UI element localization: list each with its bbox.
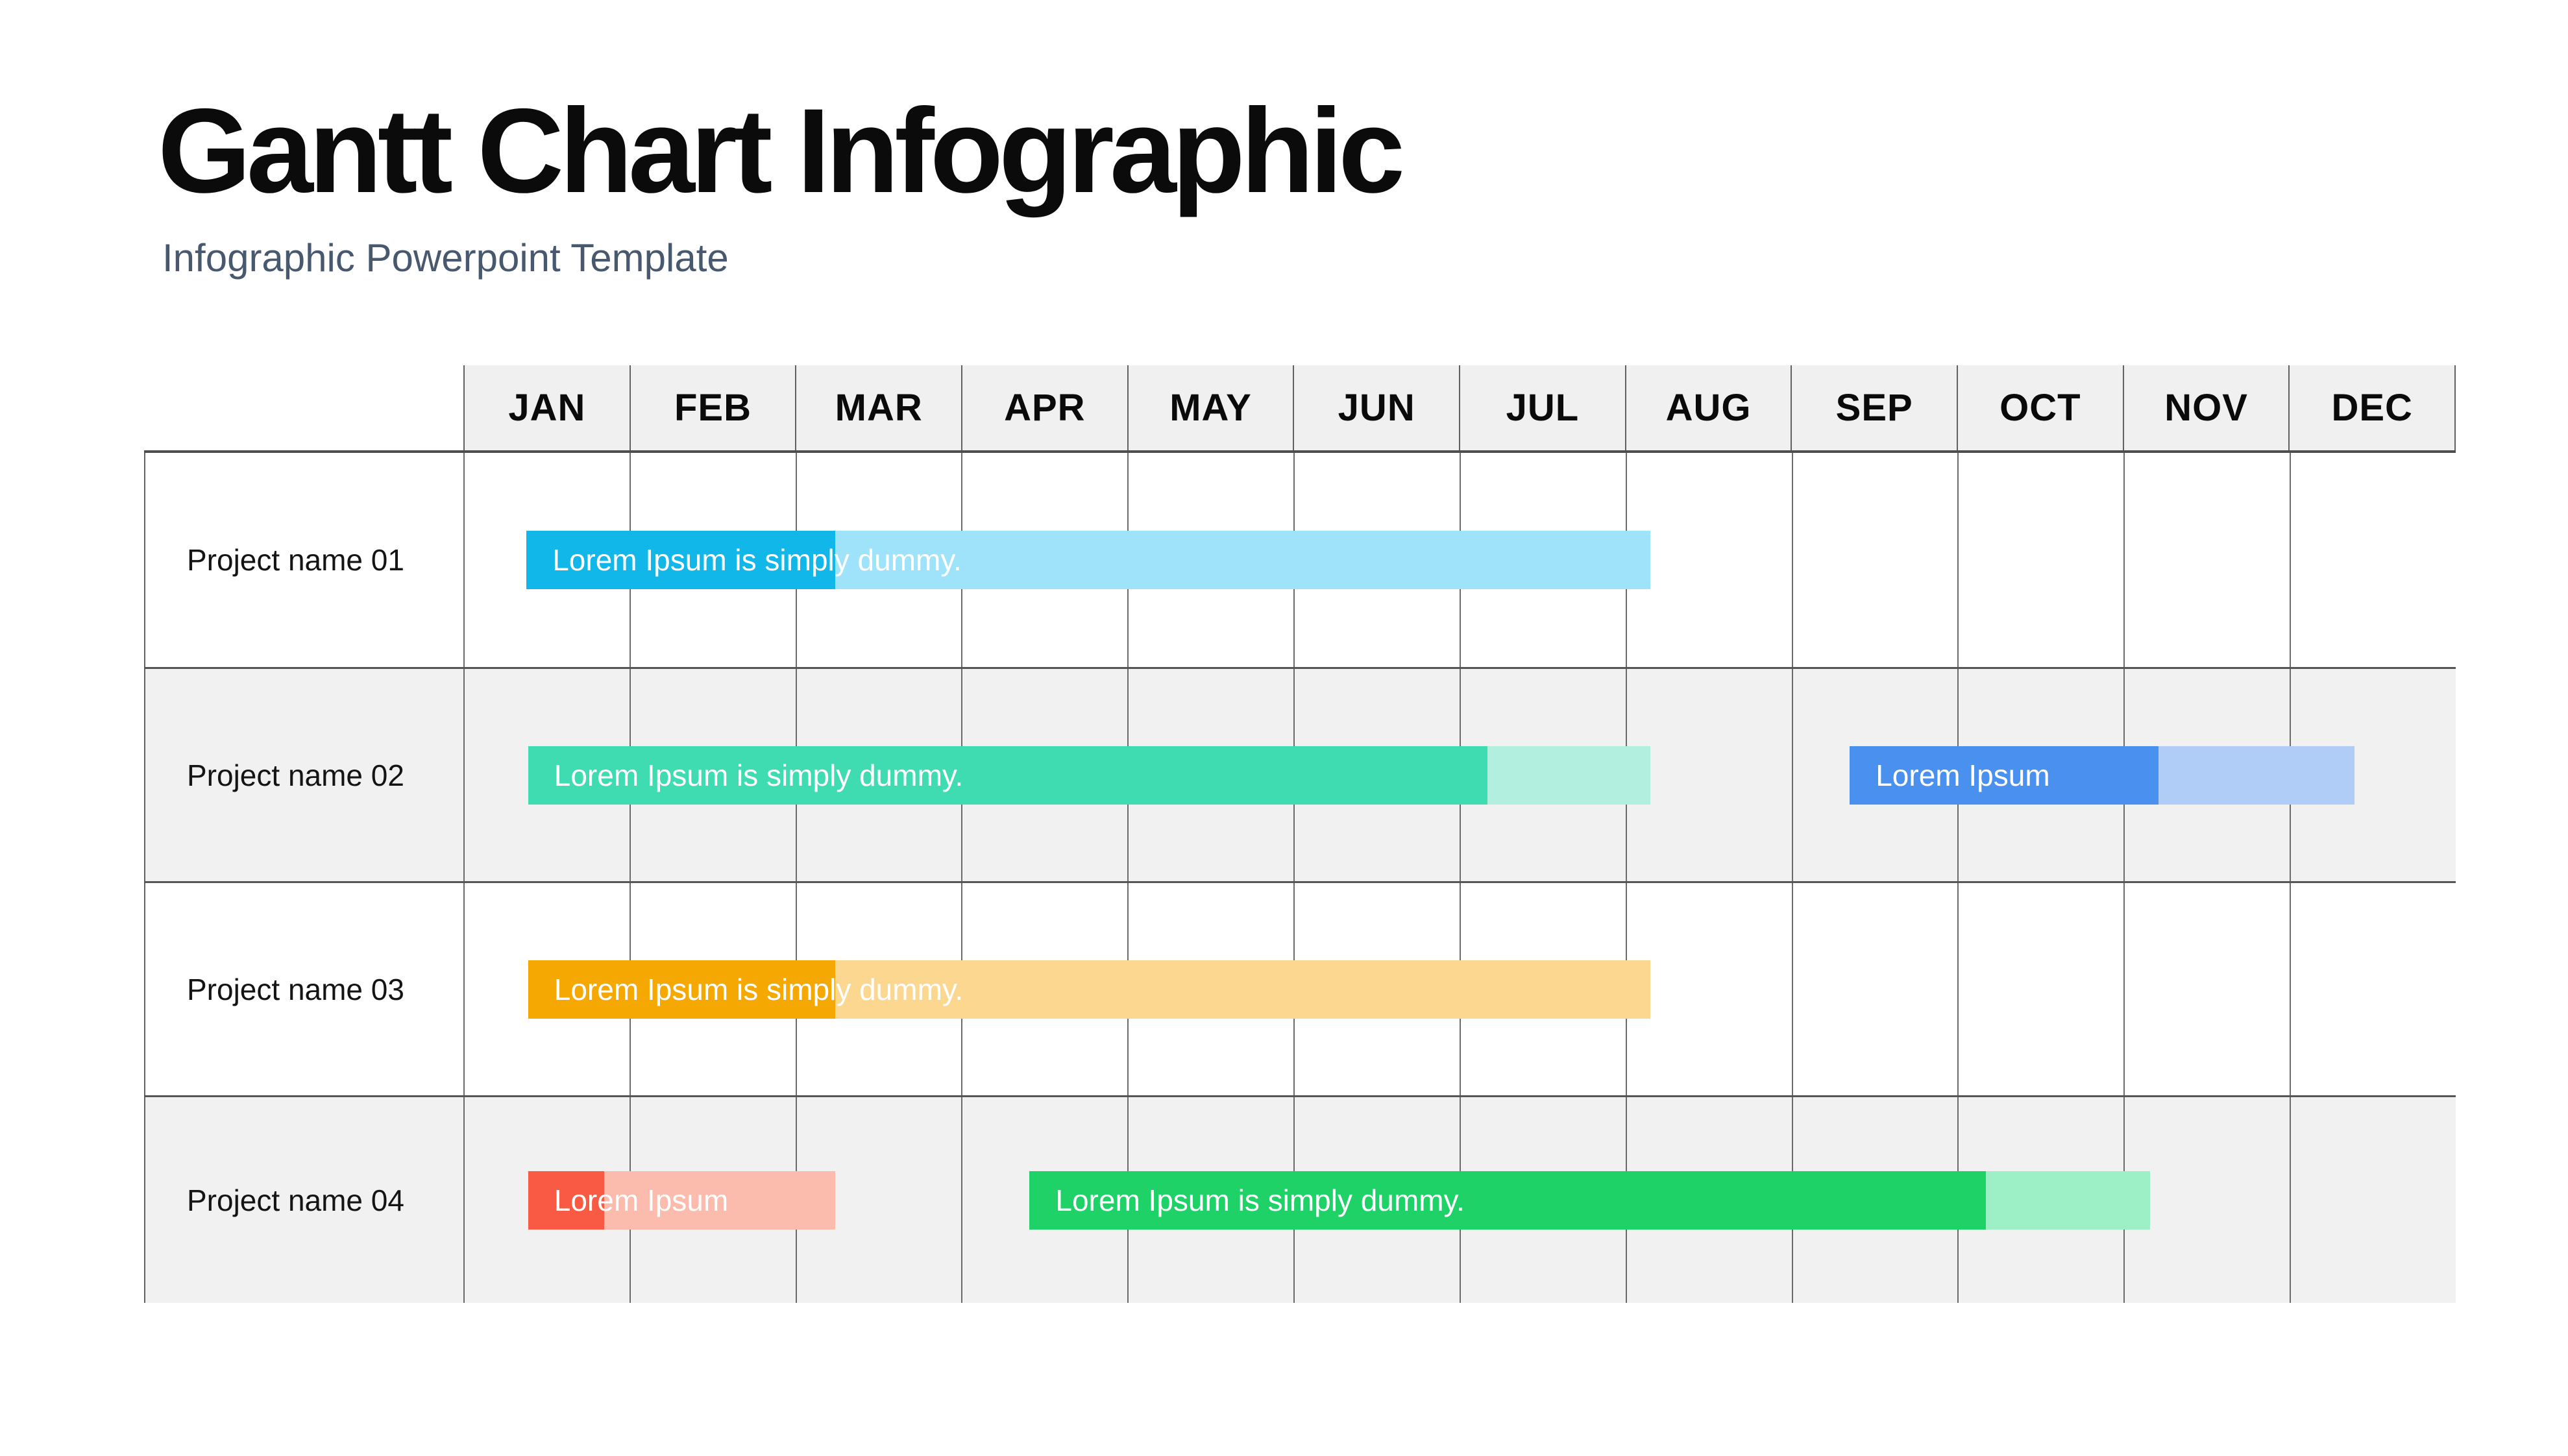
grid-cell [463,453,630,667]
row-track: Lorem Ipsum Lorem Ipsum is simply dummy. [463,1097,2456,1303]
gantt-row: Project name 03 Lorem Ipsum is simply dum… [144,881,2456,1095]
grid-cell [1791,883,1958,1095]
row-label: Project name 01 [144,453,463,667]
grid-cell [1957,883,2123,1095]
row-label: Project name 02 [144,669,463,881]
month-cell: OCT [1957,365,2123,450]
bar-label: Lorem Ipsum is simply dummy. [1055,1183,1465,1217]
bar-progress-segment [528,960,836,1019]
row-label: Project name 03 [144,883,463,1095]
bar-progress-segment [528,1171,605,1230]
gantt-bar: Lorem Ipsum [528,1171,836,1230]
page-title: Gantt Chart Infographic [158,84,1405,218]
grid-cell [2123,883,2290,1095]
month-cell: FEB [629,365,796,450]
bar-progress-segment [526,531,836,589]
month-cell: DEC [2288,365,2456,450]
grid-cell [463,669,630,881]
gantt-row: Project name 02 Lorem Ipsum is simply dum… [144,667,2456,881]
page-subtitle: Infographic Powerpoint Template [162,236,729,280]
month-cell: SEP [1791,365,1957,450]
row-label: Project name 04 [144,1097,463,1303]
grid-cell [961,1097,1127,1303]
gantt-bar: Lorem Ipsum is simply dummy. [528,746,1651,805]
gantt-bar: Lorem Ipsum [1850,746,2354,805]
month-cell: JUN [1293,365,1460,450]
row-track: Lorem Ipsum is simply dummy. [463,883,2456,1095]
grid-cell [2290,883,2456,1095]
bar-progress-segment [528,746,1488,805]
row-track: Lorem Ipsum is simply dummy. [463,453,2456,667]
bar-label: Lorem Ipsum [554,1183,729,1217]
gantt-row: Project name 04 Lorem Ipsum Lorem Ipsum is… [144,1095,2456,1303]
gantt-body: Project name 01 Lorem Ipsum is simply dum… [144,453,2456,1303]
grid-cell [2290,453,2456,667]
month-cell: MAY [1127,365,1293,450]
gantt-bar: Lorem Ipsum is simply dummy. [528,960,1651,1019]
gantt-bar: Lorem Ipsum is simply dummy. [526,531,1651,589]
header-spacer [144,365,463,450]
grid-cell [2290,1097,2456,1303]
row-track: Lorem Ipsum is simply dummy. Lorem Ipsum [463,669,2456,881]
gantt-month-header: JAN FEB MAR APR MAY JUN JUL AUG SEP OCT NOV DEC [144,365,2456,453]
grid-cell [463,1097,630,1303]
month-cell: APR [961,365,1127,450]
grid-cell [1791,453,1958,667]
month-cell: JUL [1459,365,1625,450]
bar-progress-segment [1850,746,2159,805]
grid-cell [463,883,630,1095]
bar-label: Lorem Ipsum is simply dummy. [552,543,962,577]
grid-cell [2123,453,2290,667]
month-cell: NOV [2122,365,2289,450]
month-cell: MAR [795,365,962,450]
month-cell: JAN [463,365,630,450]
gantt-bar: Lorem Ipsum is simply dummy. [1029,1171,2151,1230]
grid-cell [1791,669,1958,881]
bar-label: Lorem Ipsum is simply dummy. [554,758,964,792]
bar-label: Lorem Ipsum [1876,758,2050,792]
gantt-row: Project name 01 Lorem Ipsum is simply dum… [144,453,2456,667]
grid-cell [1957,453,2123,667]
bar-progress-segment [1029,1171,1986,1230]
month-cell: AUG [1624,365,1791,450]
gantt-table: JAN FEB MAR APR MAY JUN JUL AUG SEP OCT NOV DEC Pro… [144,365,2456,1303]
bar-label: Lorem Ipsum is simply dummy. [554,972,964,1006]
